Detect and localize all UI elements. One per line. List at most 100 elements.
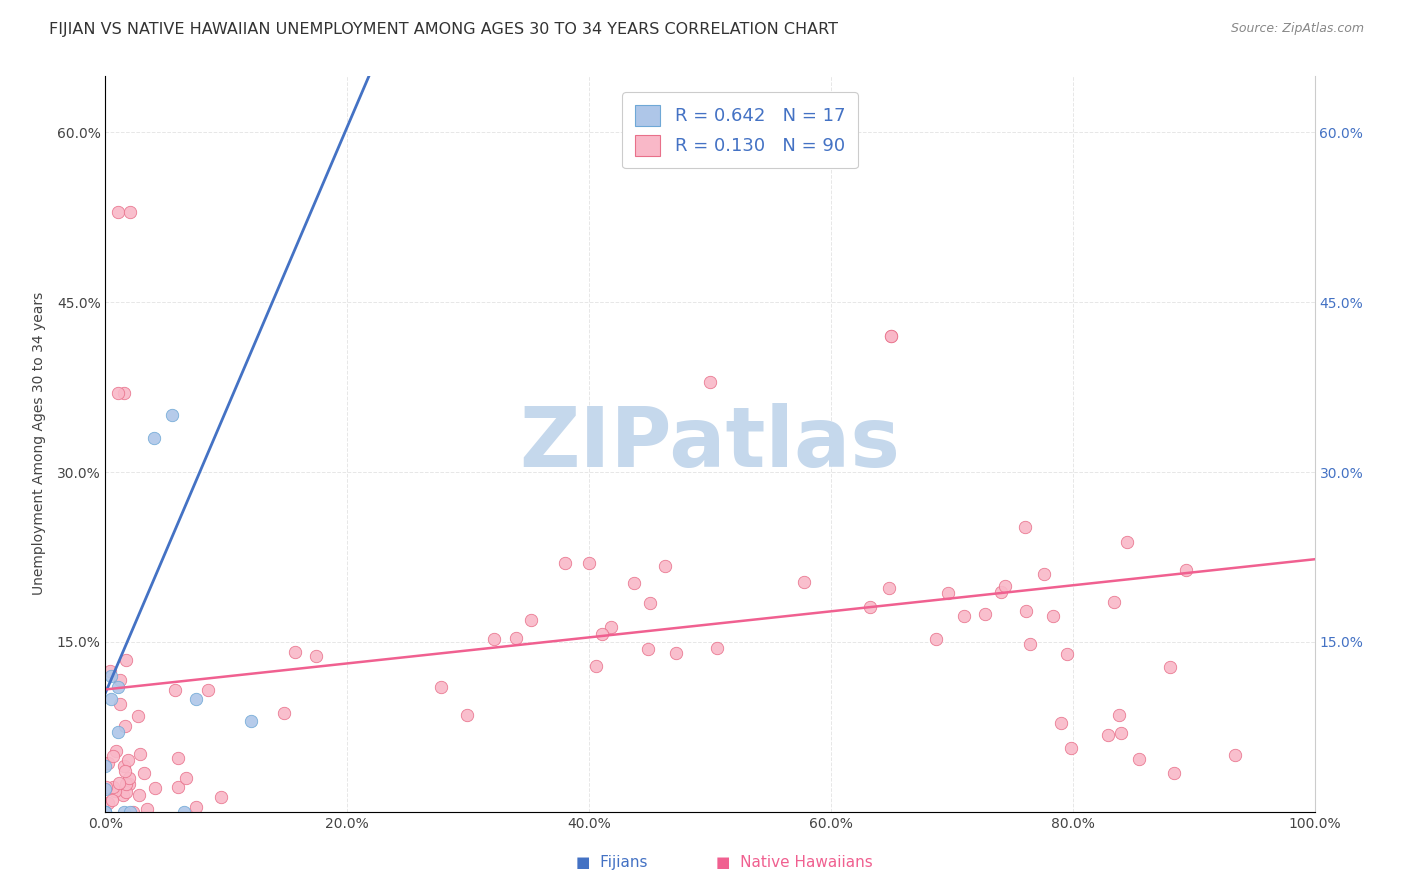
Point <box>94 805 117 819</box>
Point <box>176 771 198 785</box>
Point <box>94 782 117 797</box>
Point <box>115 785 138 799</box>
Point <box>108 673 131 688</box>
Point <box>134 766 156 780</box>
Point <box>953 608 976 623</box>
Point <box>101 792 124 806</box>
Point <box>1104 595 1126 609</box>
Point <box>938 585 960 599</box>
Point <box>115 653 138 667</box>
Point <box>104 743 127 757</box>
Point <box>429 680 451 694</box>
Point <box>98 664 121 678</box>
Point <box>880 329 903 343</box>
Point <box>127 708 149 723</box>
Point <box>114 764 136 778</box>
Point <box>111 788 134 802</box>
Point <box>101 780 124 794</box>
Point <box>118 204 141 219</box>
Point <box>94 805 117 819</box>
Point <box>94 805 117 819</box>
Point <box>96 780 118 795</box>
Legend: R = 0.642   N = 17, R = 0.130   N = 90: R = 0.642 N = 17, R = 0.130 N = 90 <box>623 92 858 169</box>
Point <box>793 574 815 589</box>
Point <box>925 632 948 646</box>
Point <box>186 691 208 706</box>
Point <box>1223 747 1246 762</box>
Point <box>118 777 141 791</box>
Point <box>623 575 645 590</box>
Point <box>107 725 129 739</box>
Point <box>654 559 676 574</box>
Point <box>1014 520 1036 534</box>
Point <box>1097 728 1119 742</box>
Point <box>112 385 135 400</box>
Point <box>520 613 543 627</box>
Point <box>973 607 995 621</box>
Text: FIJIAN VS NATIVE HAWAIIAN UNEMPLOYMENT AMONG AGES 30 TO 34 YEARS CORRELATION CHA: FIJIAN VS NATIVE HAWAIIAN UNEMPLOYMENT A… <box>49 22 838 37</box>
Point <box>1032 566 1054 581</box>
Point <box>273 706 295 720</box>
Point <box>184 800 207 814</box>
Point <box>143 780 166 795</box>
Point <box>1159 660 1181 674</box>
Point <box>994 578 1017 592</box>
Point <box>1056 647 1078 661</box>
Point <box>699 375 721 389</box>
Point <box>1059 741 1081 756</box>
Point <box>96 796 118 810</box>
Point <box>108 698 131 712</box>
Point <box>104 784 127 798</box>
Point <box>637 642 659 657</box>
Point <box>239 714 262 728</box>
Point <box>107 385 129 400</box>
Point <box>173 805 195 819</box>
Point <box>112 759 135 773</box>
Point <box>128 788 150 802</box>
Point <box>640 596 662 610</box>
Point <box>880 329 903 343</box>
Point <box>118 771 141 785</box>
Point <box>114 719 136 733</box>
Point <box>859 600 882 615</box>
Point <box>167 780 190 794</box>
Point <box>585 659 607 673</box>
Point <box>107 204 129 219</box>
Point <box>1128 752 1150 766</box>
Point <box>456 708 478 723</box>
Point <box>97 756 120 771</box>
Point <box>112 805 135 819</box>
Point <box>108 776 131 790</box>
Point <box>136 802 159 816</box>
Point <box>305 648 328 663</box>
Point <box>990 584 1012 599</box>
Point <box>1174 563 1197 577</box>
Point <box>103 748 125 763</box>
Point <box>1014 604 1036 618</box>
Point <box>118 805 141 819</box>
Point <box>284 645 307 659</box>
Text: ■  Fijians: ■ Fijians <box>576 855 647 870</box>
Point <box>578 556 600 570</box>
Point <box>100 669 122 683</box>
Y-axis label: Unemployment Among Ages 30 to 34 years: Unemployment Among Ages 30 to 34 years <box>31 293 45 595</box>
Point <box>591 627 613 641</box>
Point <box>1116 534 1139 549</box>
Point <box>1163 766 1185 780</box>
Point <box>165 682 187 697</box>
Point <box>167 751 190 765</box>
Point <box>505 631 527 645</box>
Point <box>877 581 900 595</box>
Point <box>100 691 122 706</box>
Point <box>117 753 139 767</box>
Point <box>1108 708 1130 723</box>
Point <box>1018 636 1040 650</box>
Point <box>1111 726 1133 740</box>
Point <box>1042 609 1064 624</box>
Text: Source: ZipAtlas.com: Source: ZipAtlas.com <box>1230 22 1364 36</box>
Text: ZIPatlas: ZIPatlas <box>520 403 900 484</box>
Point <box>122 805 145 819</box>
Point <box>665 646 688 660</box>
Point <box>94 805 117 819</box>
Point <box>107 680 129 694</box>
